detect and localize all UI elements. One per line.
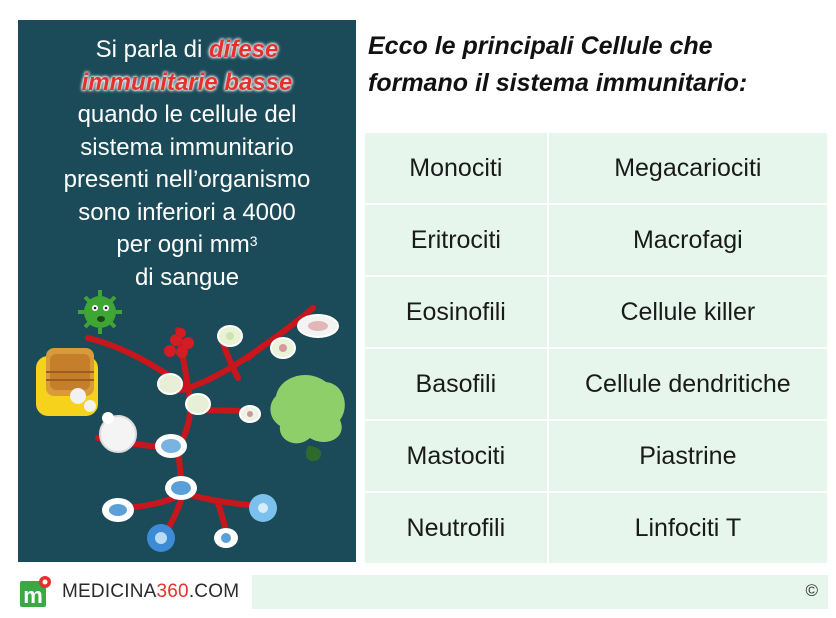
panel-line-7-main: per ogni mm bbox=[116, 231, 250, 258]
panel-line-8: di sangue bbox=[134, 263, 240, 291]
site-name: MEDICINA360.COM bbox=[62, 581, 239, 603]
site-logo[interactable]: m MEDICINA360.COM bbox=[18, 575, 250, 609]
table-cell: Eosinofili bbox=[363, 275, 549, 349]
white-blood-cells-icon bbox=[99, 314, 339, 453]
virus-icon bbox=[78, 290, 122, 334]
panel-line-1: Si parla di difese bbox=[18, 34, 356, 67]
red-cell-cluster-icon bbox=[164, 328, 194, 358]
table-row: Neutrofili Linfociti T bbox=[363, 491, 830, 565]
table-body: Monociti Megacariociti Eritrociti Macrofagi… bbox=[363, 131, 830, 565]
table-cell: Megacariociti bbox=[546, 131, 830, 205]
panel-line-5: presenti nell’organismo bbox=[63, 166, 311, 193]
site-prefix: MEDICINA bbox=[62, 581, 157, 602]
table-cell: Macrofagi bbox=[546, 203, 830, 277]
medicina360-logo-icon: m bbox=[20, 576, 51, 608]
copyright-symbol: © bbox=[805, 581, 818, 600]
table-row: Monociti Megacariociti bbox=[363, 131, 830, 205]
page-title: Ecco le principali Cellule che formano i… bbox=[368, 28, 828, 102]
title-line-1: Ecco le principali Cellule che bbox=[368, 32, 713, 60]
table-cell: Monociti bbox=[363, 131, 549, 205]
panel-text: Si parla di difese immunitarie basse qua… bbox=[18, 34, 356, 294]
panel-highlight-1: difese bbox=[209, 36, 279, 63]
table-cell: Piastrine bbox=[546, 419, 830, 493]
panel-line-4: sistema immunitario bbox=[80, 133, 294, 161]
title-line-2: formano il sistema immunitario: bbox=[368, 69, 748, 97]
table-cell: Eritrociti bbox=[363, 203, 549, 277]
cells-table: Monociti Megacariociti Eritrociti Macrofagi… bbox=[363, 131, 830, 565]
macrophage-icon bbox=[270, 374, 345, 462]
site-number: 360 bbox=[156, 581, 189, 602]
table-cell: Cellule killer bbox=[546, 275, 830, 349]
table-row: Eritrociti Macrofagi bbox=[363, 203, 830, 277]
panel-highlight-2: immunitarie basse bbox=[81, 68, 293, 96]
table-cell: Neutrofili bbox=[363, 491, 549, 565]
panel-intro: Si parla di bbox=[95, 36, 203, 63]
tissue-icon bbox=[36, 348, 98, 416]
panel-line-7: per ogni mm3 bbox=[18, 229, 356, 262]
info-panel: Si parla di difese immunitarie basse qua… bbox=[18, 20, 356, 562]
panel-line-7-sup: 3 bbox=[249, 233, 258, 249]
panel-line-3: quando le cellule del bbox=[77, 101, 297, 128]
site-suffix: .COM bbox=[188, 581, 240, 602]
table-cell: Linfociti T bbox=[546, 491, 830, 565]
table-row: Eosinofili Cellule killer bbox=[363, 275, 830, 349]
table-row: Basofili Cellule dendritiche bbox=[363, 347, 830, 421]
table-cell: Cellule dendritiche bbox=[546, 347, 830, 421]
footer-bar: © bbox=[252, 575, 828, 609]
table-row: Mastociti Piastrine bbox=[363, 419, 830, 493]
blue-cells-icon bbox=[102, 434, 277, 552]
table-cell: Mastociti bbox=[363, 419, 549, 493]
table-cell: Basofili bbox=[363, 347, 549, 421]
panel-line-6: sono inferiori a 4000 bbox=[78, 198, 296, 226]
logo-letter: m bbox=[23, 583, 43, 608]
immune-cells-illustration bbox=[36, 290, 345, 552]
